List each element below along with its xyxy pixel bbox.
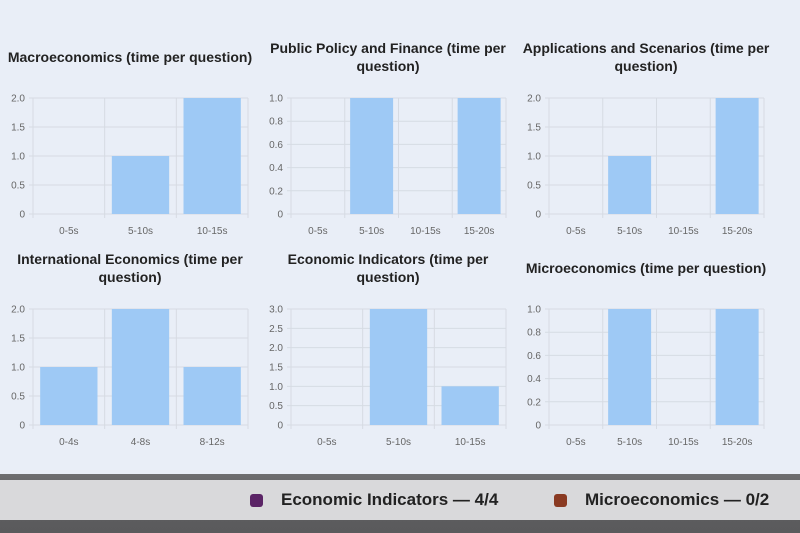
y-tick-label: 2.5 bbox=[269, 324, 283, 335]
x-tick-label: 15-20s bbox=[722, 437, 753, 448]
chart-plot-macroeconomics: 0 0.5 1.0 1.5 2.0 0-5s 5-10s 10-15s bbox=[11, 94, 249, 237]
y-tick-label: 3.0 bbox=[269, 305, 283, 316]
chart-panel-microeconomics: Microeconomics (time per question) 0 0.2 0… bbox=[522, 248, 770, 448]
y-tick-label: 2.0 bbox=[269, 343, 283, 354]
y-tick-label: 2.0 bbox=[11, 94, 25, 105]
y-tick-label: 0 bbox=[19, 210, 25, 221]
chart-panel-international: International Economics (time per questi… bbox=[6, 248, 254, 448]
chart-plot-public-policy: 0 0.2 0.4 0.6 0.8 1.0 0-5s 5-10s 10-15s 15-20s bbox=[269, 94, 507, 237]
x-tick-label: 5-10s bbox=[359, 226, 384, 237]
x-tick-label: 5-10s bbox=[617, 437, 642, 448]
x-tick-label: 8-12s bbox=[200, 437, 225, 448]
chart-plot-applications: 0 0.5 1.0 1.5 2.0 0-5s 5-10s 10-15s 15-20s bbox=[527, 94, 765, 237]
x-tick-label: 0-5s bbox=[317, 437, 336, 448]
y-tick-label: 0.2 bbox=[269, 186, 283, 197]
bar-8-12s bbox=[183, 367, 241, 425]
y-tick-label: 1.0 bbox=[269, 382, 283, 393]
y-tick-label: 1.0 bbox=[11, 363, 25, 374]
x-tick-label: 5-10s bbox=[386, 437, 411, 448]
y-tick-label: 0.5 bbox=[269, 401, 283, 412]
bar-0-4s bbox=[40, 367, 98, 425]
bar-4-8s bbox=[111, 309, 170, 425]
x-tick-label: 10-15s bbox=[668, 437, 699, 448]
x-tick-label: 10-15s bbox=[410, 226, 441, 237]
bar-15-20s bbox=[457, 98, 501, 214]
chart-title: Microeconomics (time per question) bbox=[525, 260, 767, 276]
y-tick-label: 0.4 bbox=[527, 374, 541, 385]
bar-5-10s bbox=[369, 309, 428, 425]
legend-bar: Economic Indicators — 4/4 Microeconomics… bbox=[0, 474, 800, 533]
legend-label: Economic Indicators — 4/4 bbox=[281, 490, 499, 509]
chart-title: Applications and Scenarios (time per que… bbox=[522, 40, 770, 74]
x-tick-label: 0-5s bbox=[566, 437, 585, 448]
y-tick-label: 1.0 bbox=[527, 152, 541, 163]
x-tick-label: 10-15s bbox=[197, 226, 228, 237]
y-tick-label: 1.0 bbox=[527, 305, 541, 316]
chart-plot-international: 0 0.5 1.0 1.5 2.0 0-4s 4-8s 8-12s bbox=[11, 305, 249, 448]
x-tick-label: 5-10s bbox=[617, 226, 642, 237]
x-tick-label: 10-15s bbox=[455, 437, 486, 448]
chart-title: Macroeconomics (time per question) bbox=[7, 49, 253, 65]
y-tick-label: 0 bbox=[19, 421, 25, 432]
y-tick-label: 0.8 bbox=[269, 117, 283, 128]
x-tick-label: 0-5s bbox=[308, 226, 327, 237]
x-tick-label: 0-4s bbox=[59, 437, 78, 448]
y-tick-label: 0.6 bbox=[527, 351, 541, 362]
legend-strip: Economic Indicators — 4/4 Microeconomics… bbox=[0, 480, 800, 520]
chart-plot-economic-indicators: 0 0.5 1.0 1.5 2.0 2.5 3.0 0-5s 5-10s 10-15s bbox=[269, 305, 507, 448]
x-tick-label: 15-20s bbox=[722, 226, 753, 237]
y-tick-label: 0 bbox=[535, 421, 541, 432]
x-tick-label: 0-5s bbox=[59, 226, 78, 237]
y-tick-label: 2.0 bbox=[11, 305, 25, 316]
x-tick-label: 4-8s bbox=[131, 437, 150, 448]
legend-item-microeconomics[interactable]: Microeconomics — 0/2 bbox=[554, 480, 769, 520]
y-tick-label: 0 bbox=[277, 210, 283, 221]
x-tick-label: 10-15s bbox=[668, 226, 699, 237]
bar-5-10s bbox=[608, 309, 652, 425]
y-tick-label: 1.5 bbox=[269, 363, 283, 374]
chart-panel-economic-indicators: Economic Indicators (time per question) … bbox=[264, 248, 512, 448]
bar-10-15s bbox=[183, 98, 241, 214]
bar-5-10s bbox=[608, 156, 652, 214]
chart-panel-public-policy: Public Policy and Finance (time per ques… bbox=[264, 37, 512, 237]
y-tick-label: 1.5 bbox=[11, 334, 25, 345]
bar-5-10s bbox=[111, 156, 170, 214]
y-tick-label: 1.0 bbox=[11, 152, 25, 163]
y-tick-label: 0 bbox=[277, 421, 283, 432]
y-tick-label: 2.0 bbox=[527, 94, 541, 105]
bar-15-20s bbox=[715, 98, 759, 214]
y-tick-label: 0.5 bbox=[527, 181, 541, 192]
y-tick-label: 0.4 bbox=[269, 163, 283, 174]
chart-panel-applications: Applications and Scenarios (time per que… bbox=[522, 37, 770, 237]
y-tick-label: 0.8 bbox=[527, 328, 541, 339]
legend-label: Microeconomics — 0/2 bbox=[585, 490, 770, 509]
legend-swatch-icon bbox=[250, 493, 263, 507]
x-tick-label: 5-10s bbox=[128, 226, 153, 237]
chart-panel-macroeconomics: Macroeconomics (time per question) 0 0.5 1… bbox=[6, 37, 254, 237]
chart-plot-microeconomics: 0 0.2 0.4 0.6 0.8 1.0 0-5s 5-10s 10-15s 15-20s bbox=[527, 305, 765, 448]
chart-title: Economic Indicators (time per question) bbox=[287, 251, 489, 285]
bar-15-20s bbox=[715, 309, 759, 425]
y-tick-label: 0.2 bbox=[527, 397, 541, 408]
y-tick-label: 0.6 bbox=[269, 140, 283, 151]
bar-10-15s bbox=[441, 386, 499, 425]
chart-title: Public Policy and Finance (time per ques… bbox=[270, 40, 506, 74]
y-tick-label: 0.5 bbox=[11, 181, 25, 192]
y-tick-label: 0 bbox=[535, 210, 541, 221]
y-tick-label: 1.5 bbox=[11, 123, 25, 134]
chart-title: International Economics (time per questi… bbox=[17, 251, 243, 285]
legend-item-economic-indicators[interactable]: Economic Indicators — 4/4 bbox=[250, 480, 498, 520]
bar-5-10s bbox=[350, 98, 394, 214]
x-tick-label: 15-20s bbox=[464, 226, 495, 237]
y-tick-label: 1.5 bbox=[527, 123, 541, 134]
y-tick-label: 0.5 bbox=[11, 392, 25, 403]
y-tick-label: 1.0 bbox=[269, 94, 283, 105]
x-tick-label: 0-5s bbox=[566, 226, 585, 237]
legend-swatch-icon bbox=[554, 493, 567, 507]
